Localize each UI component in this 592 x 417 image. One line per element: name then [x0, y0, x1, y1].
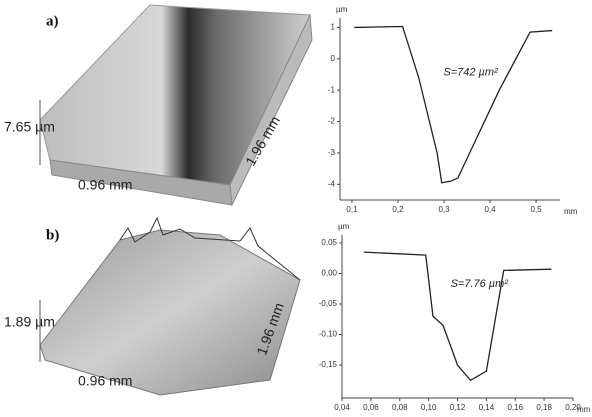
x-tick-label: 0,12: [450, 403, 466, 412]
x-tick-label: 0,14: [479, 403, 495, 412]
y-tick-label: -3: [328, 148, 336, 157]
surface-a: [40, 5, 312, 205]
y-tick-label: -1: [328, 85, 336, 94]
x-tick-label: 0,08: [392, 403, 408, 412]
y-tick-label: -0,15: [319, 360, 338, 369]
x-tick-label: 0,4: [484, 205, 496, 214]
data-line: [364, 252, 552, 380]
x-tick-label: 0,10: [421, 403, 437, 412]
x-tick-label: 0,5: [531, 205, 543, 214]
y-tick-label: -0,10: [319, 330, 338, 339]
figure-canvas: a) 7.65 µm 0.96 mm 1.96 mm b) 1.89 µm 0.…: [0, 0, 592, 417]
surface-b: [40, 218, 300, 395]
annotation: S=7.76 µm²: [451, 278, 509, 290]
y-tick-label: 0: [331, 54, 336, 63]
y-tick-label: -2: [328, 117, 336, 126]
y-tick-label: 0,05: [321, 238, 337, 247]
x-axis-label: mm: [564, 207, 578, 216]
x-tick-label: 0,06: [363, 403, 379, 412]
x-tick-label: 0,04: [334, 403, 350, 412]
height-label: 1.89 µm: [4, 314, 55, 330]
panel-label: a): [46, 13, 59, 29]
figure: a) 7.65 µm 0.96 mm 1.96 mm b) 1.89 µm 0.…: [0, 0, 592, 417]
x-tick-label: 0,1: [346, 205, 358, 214]
x-tick-label: 0,2: [392, 205, 404, 214]
y-tick-label: -0,05: [319, 299, 338, 308]
height-label: 7.65 µm: [4, 119, 55, 135]
x-tick-label: 0,3: [438, 205, 450, 214]
x-axis-label: mm: [577, 405, 591, 414]
annotation: S=742 µm²: [443, 67, 498, 79]
x-tick-label: 0,18: [536, 403, 552, 412]
x-tick-label: 0,16: [507, 403, 523, 412]
y-tick-label: 0,00: [321, 269, 337, 278]
data-line: [354, 26, 552, 182]
y-axis-label: µm: [336, 5, 348, 14]
y-tick-label: 1: [331, 23, 336, 32]
width-label: 0.96 mm: [78, 373, 132, 389]
y-axis-label: µm: [338, 222, 350, 231]
panel-label: b): [46, 227, 59, 243]
width-label: 0.96 mm: [78, 177, 132, 193]
y-tick-label: -4: [328, 179, 336, 188]
